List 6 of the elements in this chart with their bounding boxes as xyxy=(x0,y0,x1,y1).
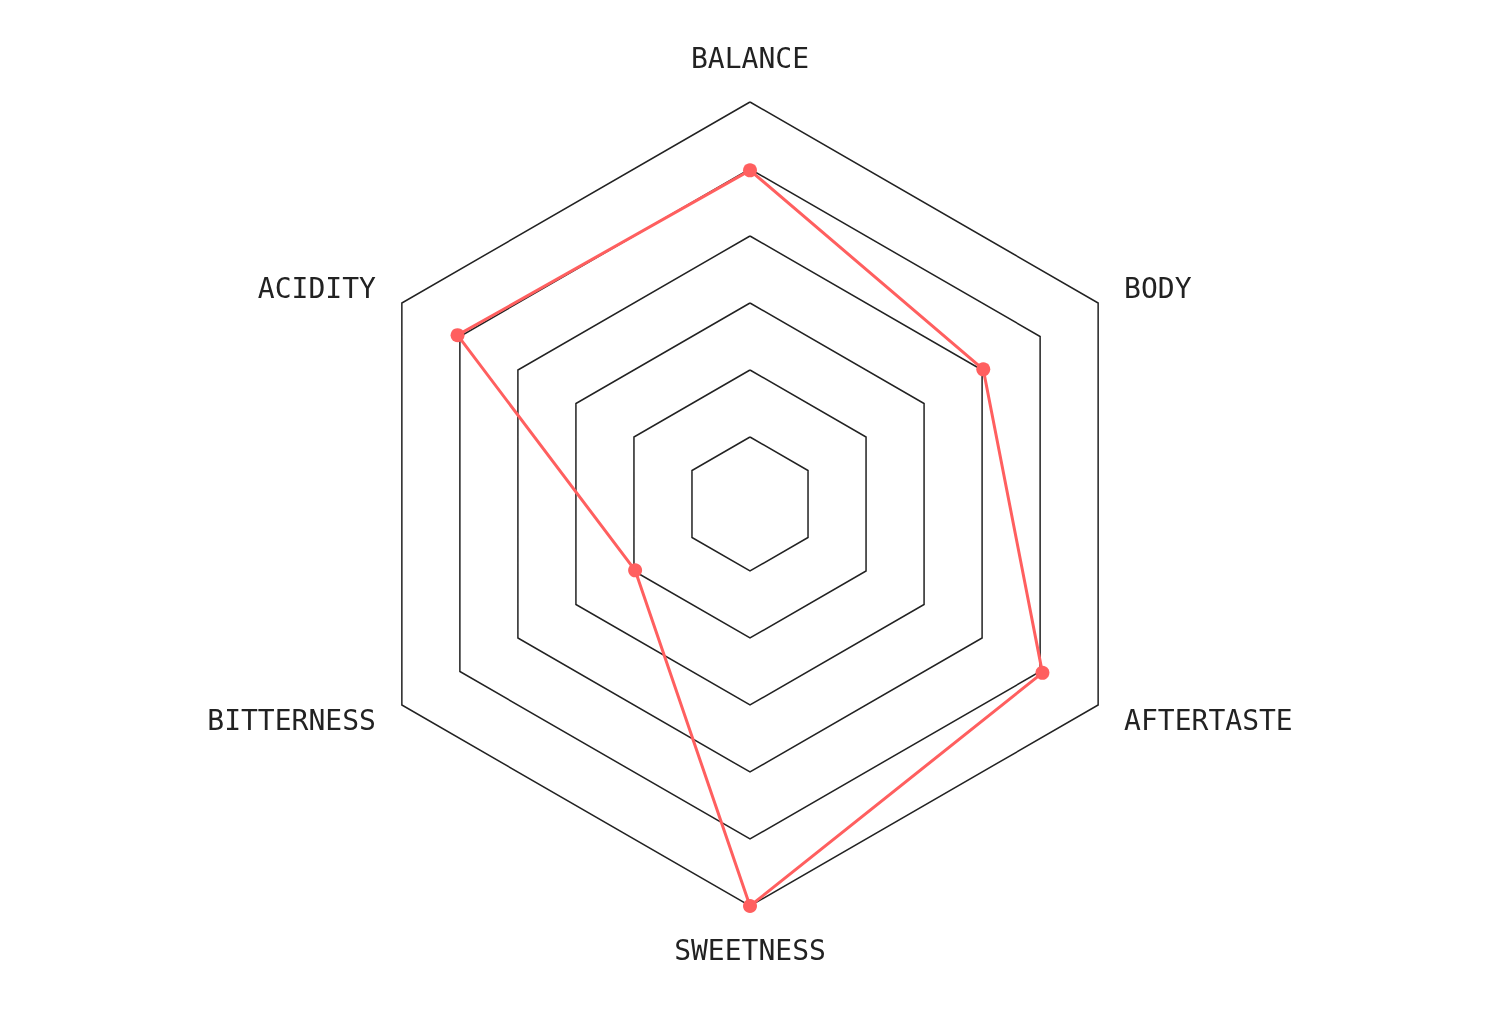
spoke-label: ACIDITY xyxy=(257,271,377,305)
spoke-label: BODY xyxy=(1124,271,1192,305)
spoke-label: BALANCE xyxy=(690,41,810,75)
spoke-label: BITTERNESS xyxy=(207,703,376,737)
spoke-label: SWEETNESS xyxy=(674,933,826,967)
spoke-label: AFTERTASTE xyxy=(1124,703,1293,737)
